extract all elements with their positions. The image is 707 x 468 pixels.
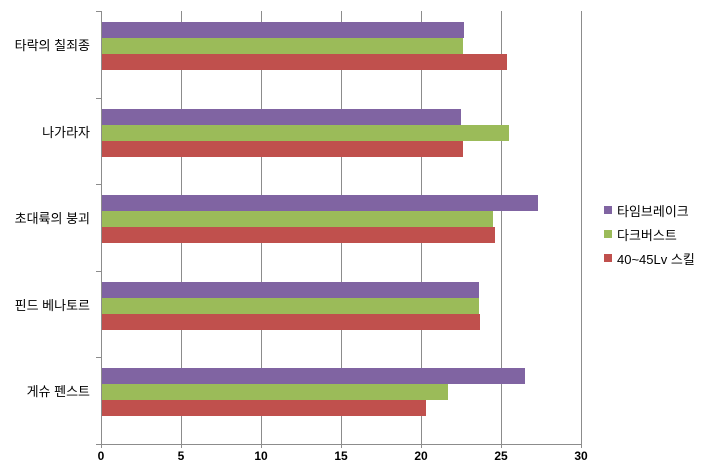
legend-label: 다크버스트 bbox=[617, 227, 677, 243]
bar bbox=[101, 140, 463, 157]
gridline bbox=[501, 11, 502, 444]
bar bbox=[101, 195, 538, 212]
bar bbox=[101, 38, 463, 54]
bar bbox=[101, 313, 481, 330]
category-axis-tick bbox=[96, 271, 101, 272]
value-axis-tick bbox=[501, 444, 502, 448]
category-axis-tick bbox=[96, 444, 101, 445]
y-axis-line bbox=[101, 11, 102, 445]
legend-swatch bbox=[604, 230, 612, 238]
value-axis-tick-label: 5 bbox=[177, 449, 185, 463]
bar bbox=[101, 54, 508, 70]
value-axis-tick-label: 30 bbox=[574, 449, 588, 463]
value-axis-tick bbox=[341, 444, 342, 448]
value-axis-tick-label: 0 bbox=[97, 449, 105, 463]
legend-swatch bbox=[604, 254, 612, 262]
legend-label: 40~45Lv 스킬 bbox=[617, 251, 695, 267]
category-axis-tick bbox=[96, 357, 101, 358]
bar bbox=[101, 227, 495, 244]
value-axis-tick bbox=[581, 444, 582, 448]
value-axis-tick-label: 25 bbox=[494, 449, 508, 463]
category-label: 게슈 펜스트 bbox=[26, 384, 90, 400]
category-label: 타락의 칠죄종 bbox=[14, 38, 90, 53]
bar bbox=[101, 368, 525, 385]
value-axis-tick-label: 10 bbox=[254, 449, 268, 463]
value-axis-tick-label: 20 bbox=[414, 449, 428, 463]
category-label: 핀드 베나토르 bbox=[14, 297, 90, 313]
value-axis-tick bbox=[421, 444, 422, 448]
category-label: 나가라자 bbox=[42, 124, 90, 140]
bar bbox=[101, 297, 479, 314]
category-axis-tick bbox=[96, 184, 101, 185]
legend-label: 타임브레이크 bbox=[617, 203, 689, 219]
value-axis-tick bbox=[261, 444, 262, 448]
legend-swatch bbox=[604, 206, 612, 214]
legend-item: 40~45Lv 스킬 bbox=[604, 251, 695, 267]
bar bbox=[101, 281, 479, 298]
value-axis-tick bbox=[181, 444, 182, 448]
category-label: 초대륙의 붕괴 bbox=[14, 211, 90, 227]
legend-item: 다크버스트 bbox=[604, 227, 695, 243]
value-axis-tick-label: 15 bbox=[334, 449, 348, 463]
category-axis-tick bbox=[96, 98, 101, 99]
category-axis-tick bbox=[96, 11, 101, 12]
bar bbox=[101, 108, 461, 125]
bar bbox=[101, 384, 449, 401]
bar bbox=[101, 400, 426, 417]
bar bbox=[101, 22, 465, 38]
bar bbox=[101, 124, 509, 141]
value-axis-tick bbox=[101, 444, 102, 448]
gridline bbox=[581, 11, 582, 444]
legend-item: 타임브레이크 bbox=[604, 203, 695, 219]
bar bbox=[101, 211, 493, 228]
